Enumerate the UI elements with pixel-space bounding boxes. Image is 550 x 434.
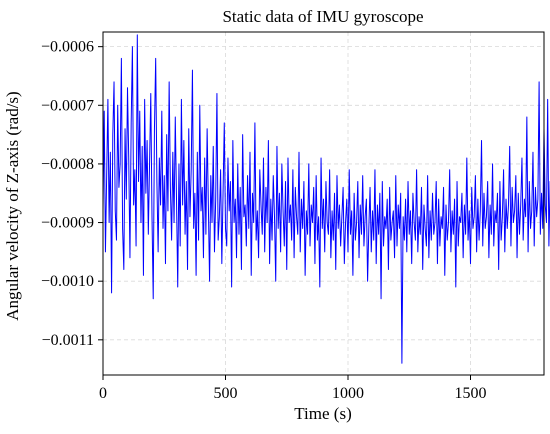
y-axis-title: Angular velocity of Z-axis (rad/s) [3,91,22,320]
x-axis-title: Time (s) [294,404,351,423]
series-line [102,34,550,364]
x-axis: 0 500 1000 1500 [99,375,487,402]
y-tick-label: −0.0008 [41,156,94,173]
series-layer [102,34,550,364]
y-tick-label: −0.0009 [41,215,94,232]
x-tick-label: 1500 [455,385,487,402]
x-tick-label: 1000 [332,385,364,402]
y-axis: −0.0006 −0.0007 −0.0008 −0.0009 −0.0010 −0.00… [41,39,103,349]
y-tick-label: −0.0006 [41,39,94,56]
plot-frame [102,31,545,376]
y-tick-label: −0.0011 [42,332,94,349]
x-tick-label: 500 [214,385,238,402]
y-tick-label: −0.0010 [41,273,94,290]
x-tick-label: 0 [99,385,107,402]
chart-title: Static data of IMU gyroscope [222,7,423,26]
y-tick-label: −0.0007 [41,97,94,114]
